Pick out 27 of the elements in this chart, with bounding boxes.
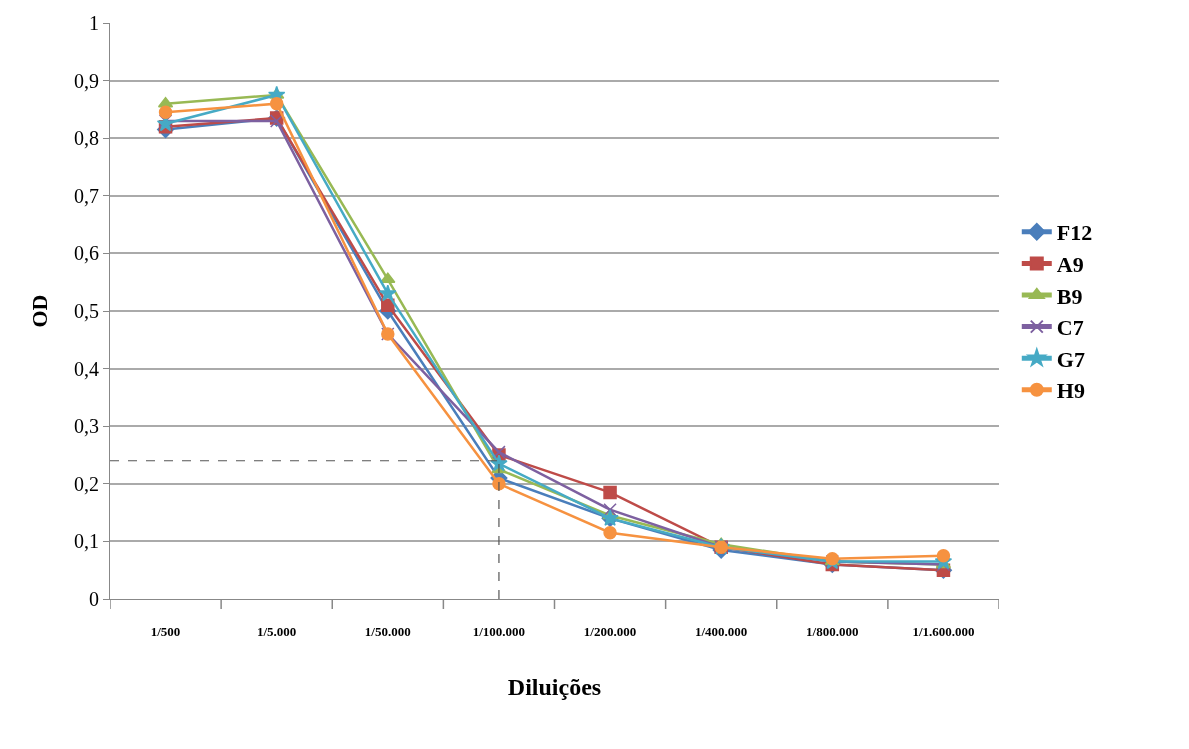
x-tick-label: 1/500 [150,623,181,639]
y-axis-title: OD [26,294,52,328]
legend-label: H9 [1056,378,1085,404]
y-tick-label: 0,9 [74,69,99,92]
y-tick-label: 0,3 [74,415,99,438]
y-tick-label: 0,6 [74,242,99,265]
x-tick-label: 1/1.600.000 [912,623,975,639]
y-tick-label: 0,2 [74,472,99,495]
y-tick-label: 0,8 [74,127,99,150]
y-tick-label: 0 [89,588,99,610]
y-tick-label: 1 [89,12,99,34]
y-tick-label: 0,7 [74,184,99,207]
x-tick-label: 1/200.000 [583,623,637,639]
y-tick-label: 0,4 [74,357,99,380]
x-tick-label: 1/100.000 [472,623,526,639]
x-tick-label: 1/800.000 [806,623,859,639]
legend-label: B9 [1056,283,1083,309]
y-tick-label: 0,5 [74,300,99,322]
x-tick-label: 1/50.000 [364,623,411,639]
legend-label: A9 [1056,251,1084,277]
legend-label: F12 [1056,220,1093,246]
legend-label: G7 [1056,346,1085,372]
x-tick-label: 1/400.000 [695,623,748,639]
x-tick-label: 1/5.000 [257,623,297,639]
y-tick-label: 0,1 [74,530,99,553]
x-axis-title: Diluições [507,673,602,700]
legend-label: C7 [1056,315,1084,341]
